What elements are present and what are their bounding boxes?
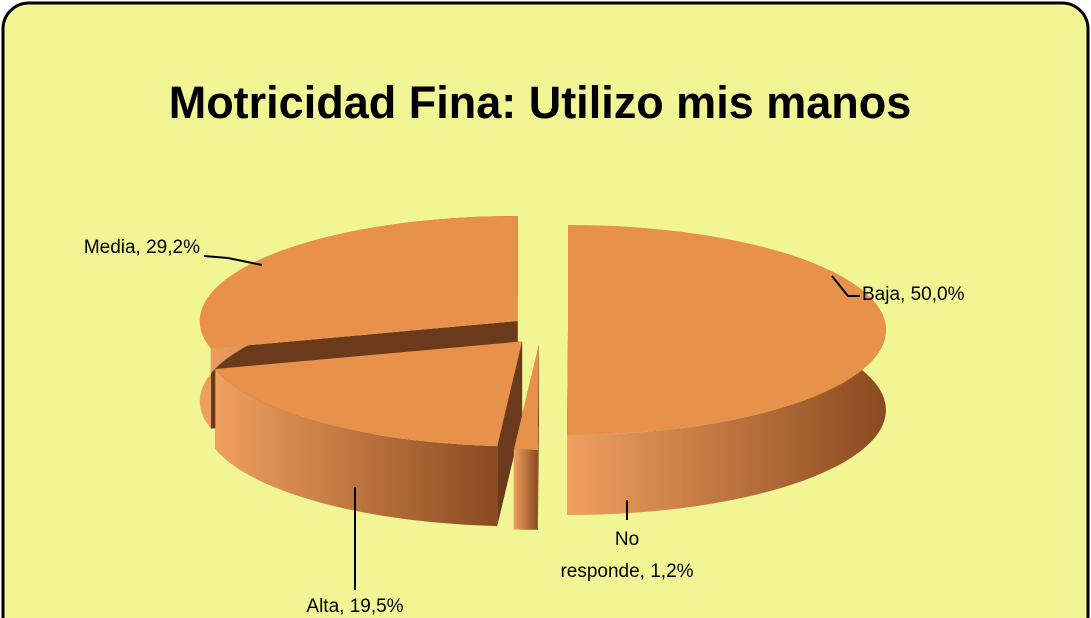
slice-top bbox=[199, 216, 518, 349]
data-label: No responde, 1,2% bbox=[560, 529, 693, 582]
slice bbox=[215, 341, 523, 527]
data-label: Alta, 19,5% bbox=[306, 596, 403, 617]
chart-title: Motricidad Fina: Utilizo mis manos bbox=[169, 77, 912, 128]
data-label-line: responde, 1,2% bbox=[560, 561, 693, 582]
data-label-line: No bbox=[615, 529, 639, 550]
leader-line bbox=[831, 275, 860, 297]
slice-top bbox=[215, 341, 523, 447]
slice-wall bbox=[215, 369, 498, 527]
slice-top bbox=[513, 344, 539, 450]
slice bbox=[513, 344, 539, 530]
data-label: Media, 29,2% bbox=[84, 237, 200, 258]
slice-top bbox=[567, 225, 886, 435]
leader-line bbox=[203, 255, 263, 266]
slice bbox=[567, 225, 886, 515]
slice-wall bbox=[513, 449, 538, 530]
data-label: Baja, 50,0% bbox=[862, 284, 965, 305]
